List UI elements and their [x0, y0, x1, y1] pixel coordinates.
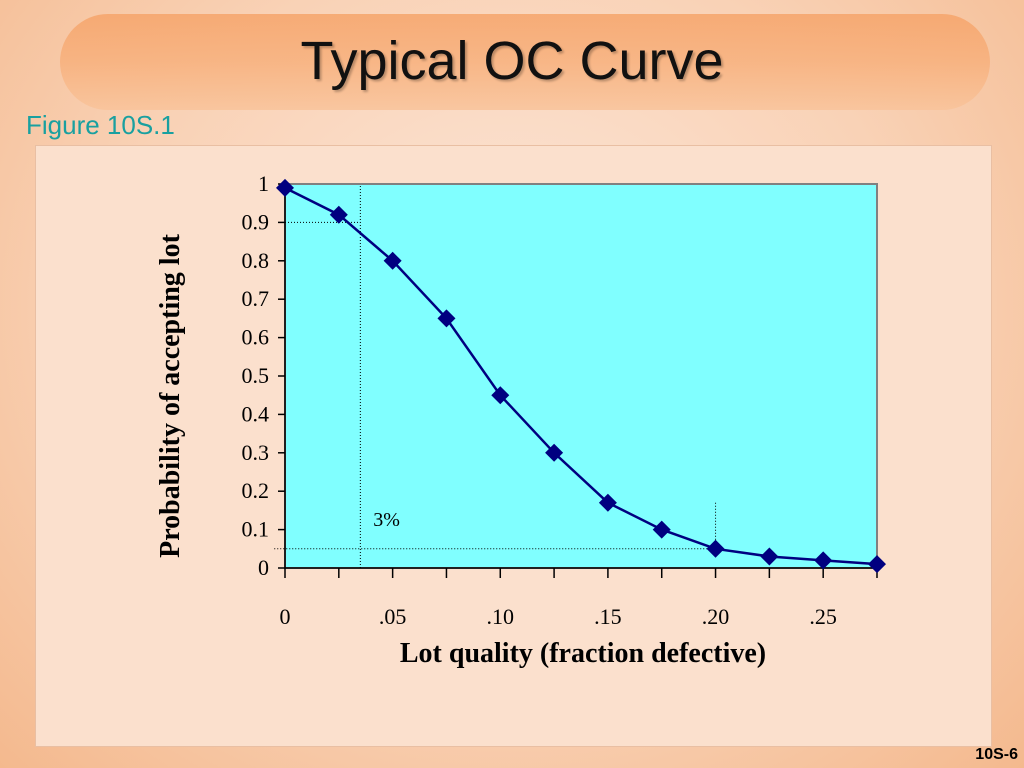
data-point [706, 539, 725, 558]
x-tick-label: .20 [702, 604, 730, 629]
figure-label: Figure 10S.1 [26, 110, 175, 140]
y-tick-label: 0.2 [242, 478, 270, 503]
y-tick-label: 0 [258, 555, 269, 580]
annotation-label: 3% [373, 509, 400, 531]
data-point [652, 520, 671, 539]
x-tick-label: .10 [487, 604, 514, 629]
y-tick-label: 1 [258, 171, 269, 196]
title-band [60, 14, 990, 110]
x-tick-label: .15 [594, 604, 622, 629]
slide-title: Typical OC Curve [300, 31, 724, 91]
data-point [491, 386, 510, 405]
data-point [437, 309, 456, 328]
data-point [598, 493, 617, 512]
x-tick-label: .05 [379, 604, 407, 629]
x-tick-label: .25 [809, 604, 837, 629]
slide-number: 10S-6 [975, 746, 1018, 763]
data-point [276, 178, 294, 197]
data-point [329, 205, 348, 224]
data-point [868, 555, 886, 574]
x-tick-label: 0 [280, 604, 291, 629]
chart-panel: 0 0.1 0.2 0.3 0.4 0.5 0.6 0.7 0.8 0.9 1 0 .05 .10 .15.… [35, 145, 992, 747]
y-tick-label: 0.6 [242, 325, 270, 350]
data-point [545, 443, 564, 462]
oc-curve-line [284, 186, 878, 566]
data-point [760, 547, 779, 566]
x-axis-title: Lot quality (fraction defective) [400, 638, 766, 669]
oc-curve-chart: 0 0.1 0.2 0.3 0.4 0.5 0.6 0.7 0.8 0.9 1 0 .05 .10 .15.… [155, 171, 886, 669]
y-tick-label: 0.9 [242, 209, 270, 234]
data-point [814, 551, 833, 570]
y-axis-title: Probability of accepting lot [155, 233, 186, 557]
y-tick-label: 0.5 [242, 363, 270, 388]
y-tick-label: 0.3 [242, 440, 270, 465]
y-tick-label: 0.1 [242, 517, 270, 542]
plot-area [284, 183, 878, 569]
y-tick-label: 0.7 [242, 286, 270, 311]
y-tick-label: 0.8 [242, 248, 270, 273]
y-tick-label: 0.4 [242, 401, 270, 426]
